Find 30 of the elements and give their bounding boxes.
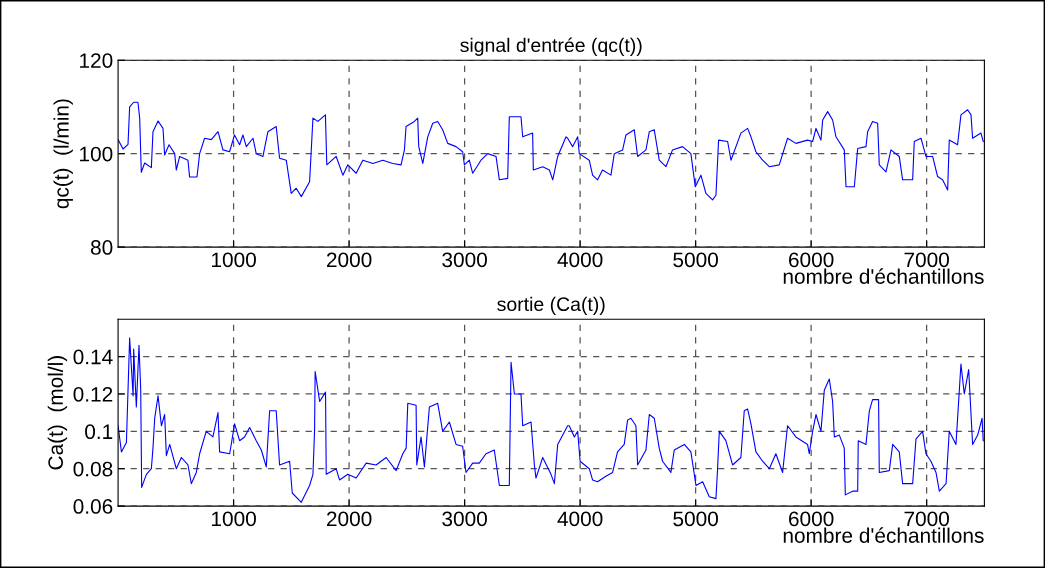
line-series bbox=[118, 101, 984, 201]
y-axis-title: Ca(t) (mol/l) bbox=[47, 356, 68, 470]
x-tick-label: 1000 bbox=[212, 252, 256, 268]
y-tick-label: 0.12 bbox=[73, 386, 113, 402]
x-tick-label: 4000 bbox=[557, 252, 603, 268]
chart-title: sortie (Ca(t)) bbox=[497, 296, 605, 315]
x-tick-label: 4000 bbox=[557, 511, 603, 527]
x-tick-label: 6000 bbox=[789, 511, 834, 527]
y-tick-label: 0.06 bbox=[73, 499, 113, 514]
x-tick-label: 6000 bbox=[789, 252, 834, 268]
x-tick-label: 2000 bbox=[326, 511, 372, 527]
x-tick-label: 5000 bbox=[673, 511, 718, 527]
y-tick-label: 120 bbox=[80, 53, 113, 68]
y-axis-title: qc(t) (l/min) bbox=[53, 99, 73, 209]
x-tick-label: 5000 bbox=[673, 252, 718, 268]
x-tick-label: 3000 bbox=[442, 511, 487, 527]
x-axis-title: nombre d'échantillons bbox=[783, 527, 984, 543]
x-tick-label: 7000 bbox=[904, 252, 949, 268]
y-tick-label: 100 bbox=[80, 146, 113, 162]
x-tick-label: 3000 bbox=[442, 252, 487, 268]
line-series bbox=[118, 337, 984, 503]
x-tick-label: 1000 bbox=[212, 511, 256, 527]
y-tick-label: 80 bbox=[90, 240, 113, 255]
x-tick-label: 2000 bbox=[326, 252, 372, 268]
x-axis-title: nombre d'échantillons bbox=[783, 268, 984, 284]
x-tick-label: 7000 bbox=[904, 511, 949, 527]
y-tick-label: 0.1 bbox=[85, 424, 113, 440]
y-tick-label: 0.14 bbox=[73, 349, 113, 365]
y-tick-label: 0.08 bbox=[73, 461, 113, 477]
chart-title: signal d'entrée (qc(t)) bbox=[460, 37, 642, 56]
